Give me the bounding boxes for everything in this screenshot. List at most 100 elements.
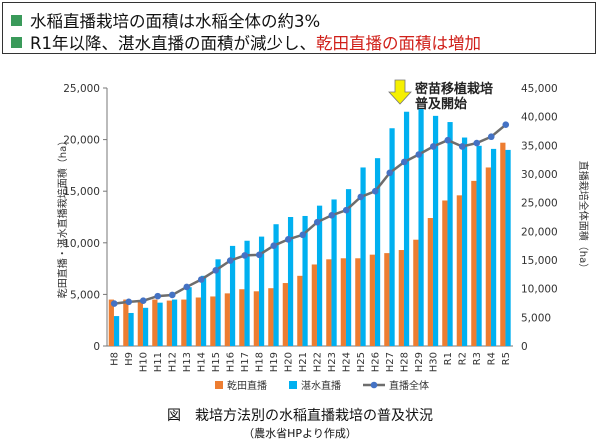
bar-kanden bbox=[181, 299, 187, 346]
line-point-total bbox=[241, 252, 249, 259]
x-tick-label: H23 bbox=[327, 352, 338, 372]
y-tick-label-right: 30,000 bbox=[521, 169, 558, 181]
bar-kanden bbox=[239, 289, 245, 346]
x-tick-label: H21 bbox=[298, 352, 309, 372]
line-point-total bbox=[139, 297, 147, 305]
line-point-total bbox=[299, 231, 307, 239]
bar-tansui bbox=[244, 240, 250, 346]
x-tick-label: H27 bbox=[385, 352, 396, 372]
summary-line-2: R1年以降、湛水直播の面積が減少し、乾田直播の面積は増加 bbox=[11, 30, 481, 54]
annotation-line-2: 普及開始 bbox=[415, 96, 467, 112]
y-tick-label-left: 10,000 bbox=[63, 238, 100, 250]
bar-tansui bbox=[171, 299, 178, 346]
down-arrow-icon bbox=[388, 79, 412, 105]
bar-kanden bbox=[297, 275, 303, 346]
bar-tansui bbox=[389, 128, 395, 346]
bar-kanden bbox=[137, 301, 143, 346]
bar-kanden bbox=[471, 180, 477, 346]
y-tick-label-left: 25,000 bbox=[63, 83, 100, 95]
legend-swatch bbox=[215, 381, 223, 389]
line-point-total bbox=[183, 283, 191, 291]
bar-kanden bbox=[369, 254, 375, 346]
legend-label: 乾田直播 bbox=[227, 379, 267, 392]
bar-kanden bbox=[210, 296, 216, 346]
summary-text-1: 水稲直播栽培の面積は水稲全体の約3% bbox=[30, 12, 321, 31]
x-tick-label: H26 bbox=[370, 352, 381, 372]
bar-tansui bbox=[142, 307, 149, 346]
bar-tansui bbox=[128, 312, 134, 346]
x-tick-label: H9 bbox=[124, 352, 135, 366]
y-tick-label-right: 15,000 bbox=[521, 255, 558, 267]
bar-kanden bbox=[268, 288, 274, 346]
summary-text-2: R1年以降、湛水直播の面積が減少し、 bbox=[30, 34, 316, 53]
bar-tansui bbox=[331, 199, 337, 346]
y-tick-label-left: 20,000 bbox=[63, 135, 100, 147]
bar-tansui bbox=[186, 287, 192, 346]
x-tick-label: R3 bbox=[472, 352, 483, 365]
summary-line-1: 水稲直播栽培の面積は水稲全体の約3% bbox=[11, 8, 320, 32]
bullet-square-icon bbox=[11, 37, 22, 48]
legend-marker bbox=[370, 381, 378, 389]
line-point-total bbox=[357, 193, 365, 201]
bar-tansui bbox=[447, 122, 453, 346]
x-tick-label: H22 bbox=[312, 352, 323, 372]
line-point-total bbox=[226, 257, 234, 264]
bar-tansui bbox=[258, 236, 265, 346]
x-tick-label: H14 bbox=[196, 352, 207, 372]
y-tick-label-left: 15,000 bbox=[63, 186, 100, 198]
y-tick-label-left: 5,000 bbox=[70, 289, 100, 301]
y-tick-label-right: 20,000 bbox=[521, 226, 558, 238]
line-point-total bbox=[415, 151, 423, 158]
x-tick-label: H24 bbox=[341, 352, 352, 372]
bar-kanden bbox=[384, 253, 390, 346]
line-point-total bbox=[400, 158, 408, 166]
line-point-total bbox=[154, 292, 162, 300]
x-tick-label: H15 bbox=[211, 352, 222, 372]
bar-kanden bbox=[253, 291, 259, 346]
y-tick-label-right: 10,000 bbox=[521, 284, 558, 296]
line-point-total bbox=[270, 242, 278, 249]
x-tick-label: H28 bbox=[399, 352, 410, 372]
x-tick-label: R2 bbox=[457, 352, 468, 365]
x-tick-label: H17 bbox=[240, 352, 251, 372]
bar-kanden bbox=[311, 264, 317, 346]
line-point-total bbox=[197, 276, 205, 283]
bar-tansui bbox=[229, 245, 236, 346]
bar-kanden bbox=[398, 250, 404, 346]
bar-tansui bbox=[403, 111, 410, 347]
x-tick-label: H16 bbox=[225, 352, 236, 372]
x-tick-label: H12 bbox=[167, 352, 178, 372]
line-point-total bbox=[125, 298, 133, 306]
line-point-total bbox=[371, 187, 379, 195]
bar-tansui bbox=[432, 115, 439, 346]
x-tick-label: R4 bbox=[486, 352, 497, 365]
x-tick-label: H29 bbox=[414, 352, 425, 372]
line-point-total bbox=[487, 133, 495, 141]
bar-tansui bbox=[461, 137, 468, 346]
y-tick-label-right: 5,000 bbox=[521, 312, 551, 324]
bar-kanden bbox=[326, 259, 332, 346]
bar-kanden bbox=[500, 142, 506, 346]
bar-kanden bbox=[108, 299, 114, 346]
line-point-total bbox=[168, 291, 176, 299]
bar-kanden bbox=[152, 299, 158, 346]
x-tick-label: H19 bbox=[269, 352, 280, 372]
legend-label: 直播全体 bbox=[389, 379, 429, 392]
bar-kanden bbox=[456, 195, 462, 346]
y-axis-label-left: 乾田直播・湛水直播栽培面積（ha） bbox=[56, 136, 69, 298]
line-point-total bbox=[444, 136, 452, 144]
bar-tansui bbox=[490, 148, 497, 346]
line-total bbox=[114, 123, 507, 305]
bar-kanden bbox=[340, 258, 346, 346]
y-tick-label-right: 25,000 bbox=[521, 198, 558, 210]
y-axis-label-right: 直播栽培全体面積（ha） bbox=[577, 161, 590, 273]
line-point-total bbox=[458, 143, 466, 150]
y-tick-label-right: 45,000 bbox=[521, 83, 558, 95]
bar-tansui bbox=[287, 217, 294, 346]
bar-tansui bbox=[113, 316, 120, 346]
bar-kanden bbox=[413, 239, 419, 346]
bullet-square-icon bbox=[11, 15, 22, 26]
line-point-total bbox=[342, 206, 350, 214]
line-point-total bbox=[502, 121, 510, 128]
